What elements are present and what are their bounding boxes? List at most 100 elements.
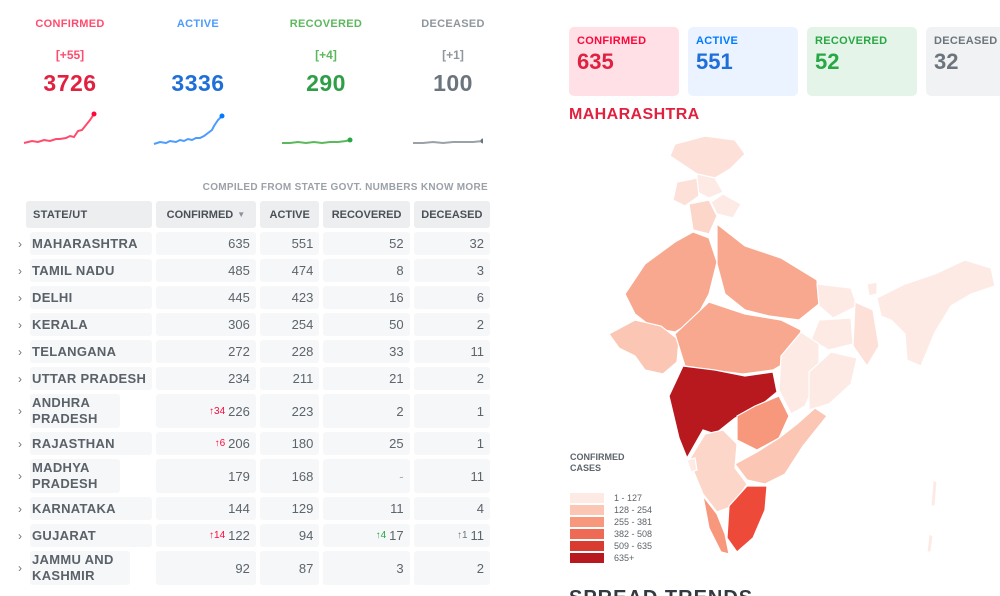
map-state-jharkhand[interactable] [810,317,854,351]
india-map [608,135,996,555]
map-state-jammu-kashmir[interactable] [669,135,746,179]
map-state-gujarat[interactable] [608,319,680,375]
map-state-himachal[interactable] [696,173,724,199]
map-state-odisha[interactable] [808,351,858,411]
chevron-right-icon[interactable]: › [18,469,22,483]
header-active[interactable]: ACTIVE [259,201,320,228]
table-row[interactable]: › GUJARAT ↑14 122 94 ↑4 17 ↑1 11 [10,524,490,547]
legend-swatch [570,553,604,563]
header-recovered[interactable]: RECOVERED [323,201,410,228]
map-state-goa[interactable] [686,457,698,473]
active-cell: 180 [259,432,320,455]
map-active-value: 551 [696,49,733,74]
deceased-cell: 11 [413,340,490,363]
map-state-tamil-nadu[interactable] [726,485,768,553]
chevron-right-icon[interactable]: › [18,263,22,278]
active-cell: 223 [259,394,320,428]
active-label: ACTIVE [176,18,220,30]
confirmed-counter: CONFIRMED [+55] 3726 [20,18,120,144]
compiled-text: COMPILED FROM STATE GOVT. NUMBERS [202,182,418,193]
recovered-cell: 3 [323,551,410,585]
deceased-value: 6 [476,290,484,305]
confirmed-cell: 144 [155,497,256,520]
map-active-stat[interactable]: ACTIVE 551 [688,27,798,96]
legend-swatch [570,541,604,551]
legend-item: 128 - 254 [570,504,652,516]
map-state-uttar-pradesh[interactable] [716,222,820,321]
chevron-right-icon[interactable]: › [18,528,22,543]
deceased-cell: 2 [413,313,490,336]
deceased-value: 1 [476,436,484,451]
header-deceased[interactable]: DECEASED [413,201,490,228]
table-row[interactable]: › TELANGANA 272 228 33 11 [10,340,490,363]
header-confirmed[interactable]: CONFIRMED ▼ [155,201,256,228]
map-confirmed-value: 635 [577,49,614,74]
map-deceased-stat[interactable]: DECEASED 32 [926,27,1000,96]
chevron-right-icon[interactable]: › [18,561,22,575]
deceased-value: 11 [470,468,485,484]
map-state-west-bengal[interactable] [852,301,880,368]
map-state-sikkim[interactable] [866,281,878,297]
state-name: MAHARASHTRA [30,232,152,255]
deceased-value: 32 [469,236,484,251]
map-state-uttarakhand[interactable] [710,193,742,219]
map-recovered-stat[interactable]: RECOVERED 52 [807,27,917,96]
confirmed-value: 179 [228,468,250,484]
deceased-value: 11 [470,528,485,543]
map-confirmed-stat[interactable]: CONFIRMED 635 [569,27,679,96]
map-state-punjab[interactable] [672,177,700,207]
map-state-bihar[interactable] [816,283,858,319]
active-cell: 474 [259,259,320,282]
map-state-haryana[interactable] [688,199,718,235]
deceased-cell: 11 [413,459,490,493]
table-row[interactable]: › UTTAR PRADESH 234 211 21 2 [10,367,490,390]
chevron-right-icon[interactable]: › [18,344,22,359]
know-more-link[interactable]: KNOW MORE [420,182,488,193]
table-row[interactable]: › DELHI 445 423 16 6 [10,286,490,309]
map-state-kerala[interactable] [702,495,730,555]
chevron-right-icon[interactable]: › [18,371,22,386]
map-region-northeast[interactable] [876,259,996,367]
map-recovered-value: 52 [815,49,840,74]
table-row[interactable]: › KARNATAKA 144 129 11 4 [10,497,490,520]
state-name: TELANGANA [30,340,152,363]
legend-title: CONFIRMED CASES [570,452,625,473]
chevron-right-icon[interactable]: › [18,290,22,305]
table-row[interactable]: › RAJASTHAN ↑6 206 180 25 1 [10,432,490,455]
recovered-value: 50 [389,317,404,332]
table-row[interactable]: › TAMIL NADU 485 474 8 3 [10,259,490,282]
legend-item: 382 - 508 [570,528,652,540]
recovered-value: 2 [396,403,404,419]
active-cell: 129 [259,497,320,520]
chevron-right-icon[interactable]: › [18,501,22,516]
map-state-telangana[interactable] [736,395,790,451]
active-cell: 254 [259,313,320,336]
state-name: DELHI [30,286,152,309]
map-state-karnataka[interactable] [688,429,748,513]
table-row[interactable]: › JAMMU AND KASHMIR 92 87 3 2 [10,551,490,585]
table-row[interactable]: › ANDHRA PRADESH ↑34 226 223 2 1 [10,394,490,428]
recovered-delta: [+4] [315,48,337,62]
map-region-andaman[interactable] [926,479,938,553]
legend-swatch [570,517,604,527]
deceased-value: 11 [470,344,485,359]
table-row[interactable]: › KERALA 306 254 50 2 [10,313,490,336]
header-state[interactable]: STATE/UT [26,201,152,228]
deceased-delta: [+1] [442,48,464,62]
confirmed-cell: 485 [155,259,256,282]
chevron-right-icon[interactable]: › [18,236,22,251]
active-cell: 94 [259,524,320,547]
confirmed-cell: 92 [155,551,256,585]
state-name: MADHYA PRADESH [30,459,120,493]
recovered-value: - [399,468,404,484]
chevron-right-icon[interactable]: › [18,436,22,451]
chevron-right-icon[interactable]: › [18,404,22,418]
table-row[interactable]: › MAHARASHTRA 635 551 52 32 [10,232,490,255]
recovered-cell: 33 [323,340,410,363]
map-state-andhra-pradesh[interactable] [734,407,828,485]
deceased-cell: 6 [413,286,490,309]
chevron-right-icon[interactable]: › [18,317,22,332]
recovered-cell: 8 [323,259,410,282]
active-cell: 551 [259,232,320,255]
table-row[interactable]: › MADHYA PRADESH 179 168 - 11 [10,459,490,493]
